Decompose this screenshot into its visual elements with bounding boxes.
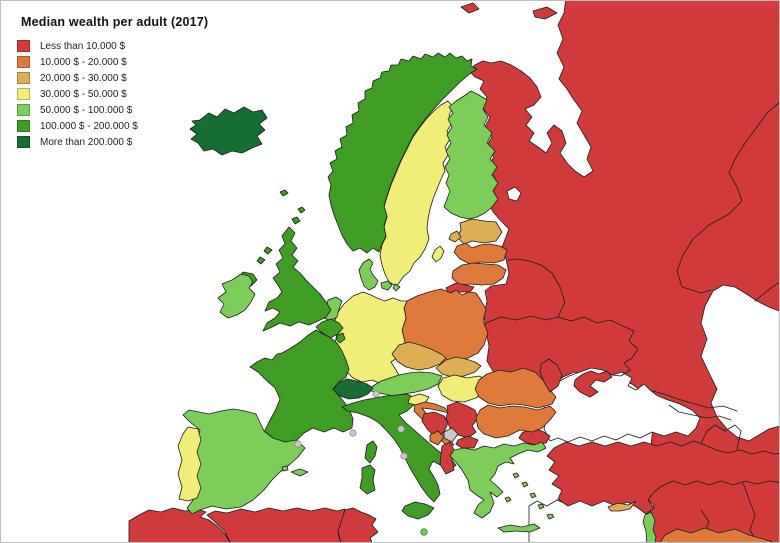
crete [497,523,541,533]
country-latvia [453,242,508,265]
legend-row: 20.000 $ - 30.000 $ [17,70,208,86]
gotland-island [431,245,445,263]
liechtenstein-dot [372,390,380,398]
balearic-islands [290,468,309,477]
country-jordan-saudi [659,527,774,542]
country-bulgaria [475,404,557,439]
orkney-islet [291,216,301,225]
map-legend: Median wealth per adult (2017) Less than… [17,15,208,150]
country-austria [367,371,443,397]
legend-row: 50.000 $ - 100.000 $ [17,102,208,118]
malta-dot [420,528,428,536]
sardinia [359,464,376,495]
country-serbia [445,401,479,439]
corsica [364,440,378,464]
hebrides-islet [256,256,266,265]
country-finland [443,90,499,220]
country-iceland [189,106,268,156]
shetland-islet [297,206,306,214]
country-kosovo [443,427,459,443]
caspian-sea [700,284,779,442]
arctic-islet [532,6,558,20]
country-spain [182,408,306,515]
country-portugal [177,426,202,502]
estonia-islands [448,230,462,243]
country-czechia [391,341,447,371]
vatican-dot [400,452,408,460]
balearic-islet [281,465,289,472]
arctic-islet [460,2,480,14]
legend-label: 50.000 $ - 100.000 $ [40,104,133,116]
crimea-peninsula [573,370,613,398]
country-cyprus [607,500,637,512]
aegean-islet [529,492,537,499]
country-slovakia [435,356,482,378]
legend-label: More than 200.000 $ [40,136,133,148]
rhodes-islet [546,513,555,520]
country-norway [327,52,478,254]
legend-row: Less than 10.000 $ [17,38,208,54]
legend-swatch [17,136,30,148]
country-belgium [315,318,344,339]
legend-row: 30.000 $ - 50.000 $ [17,86,208,102]
country-israel-lebanon [642,511,657,542]
san-marino-dot [397,425,405,433]
legend-swatch [17,88,30,100]
legend-swatch [17,120,30,132]
country-denmark [358,258,379,291]
legend-row: 100.000 $ - 200.000 $ [17,118,208,134]
denmark-islands [392,283,401,292]
country-kaliningrad [445,282,475,294]
legend-swatch [17,104,30,116]
denmark-islands [380,280,393,291]
aegean-islet [512,472,520,479]
country-luxembourg [335,332,346,344]
lake-ladoga [506,186,522,202]
country-greece [449,441,547,519]
aegean-islet [504,496,512,503]
legend-swatch [17,72,30,84]
monaco-dot [349,429,357,437]
country-albania [439,441,455,475]
andorra-dot [294,440,302,448]
country-ireland [217,273,256,319]
aegean-islet [521,481,529,488]
country-estonia [456,218,503,245]
sicily [401,501,435,520]
legend-label: Less than 10.000 $ [40,40,126,52]
legend-label: 100.000 $ - 200.000 $ [40,120,138,132]
country-romania [474,367,557,409]
legend-row: 10.000 $ - 20.000 $ [17,54,208,70]
country-moldova [539,358,563,393]
country-tunisia [337,507,379,542]
hebrides-islet [263,246,273,255]
country-france [249,329,354,444]
legend-swatch [17,56,30,68]
country-algeria [206,507,346,542]
legend-label: 20.000 $ - 30.000 $ [40,72,127,84]
aegean-islet [537,503,545,510]
legend-label: 10.000 $ - 20.000 $ [40,56,127,68]
legend-swatch [17,40,30,52]
country-uk [262,226,332,332]
country-turkey [546,440,779,515]
faroe-islands [279,189,289,197]
country-montenegro [429,430,445,446]
country-macedonia [455,435,479,449]
legend-label: 30.000 $ - 50.000 $ [40,88,127,100]
legend-row: More than 200.000 $ [17,134,208,150]
country-lithuania [451,262,507,286]
legend-title: Median wealth per adult (2017) [21,15,209,29]
